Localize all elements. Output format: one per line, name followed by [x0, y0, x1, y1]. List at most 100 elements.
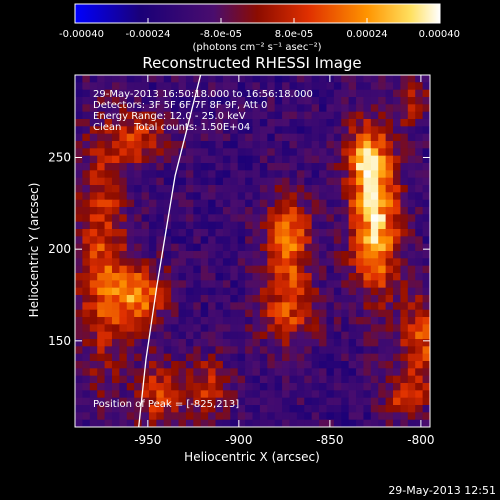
- heatmap-cell: [289, 133, 298, 142]
- heatmap-cell: [289, 280, 298, 289]
- heatmap-cell: [326, 236, 335, 245]
- heatmap-cell: [185, 375, 194, 384]
- heatmap-cell: [282, 221, 291, 230]
- heatmap-cell: [111, 111, 120, 120]
- heatmap-cell: [208, 368, 217, 377]
- heatmap-cell: [111, 141, 120, 149]
- heatmap-cell: [97, 89, 106, 98]
- heatmap-cell: [126, 177, 135, 186]
- heatmap-cell: [407, 317, 416, 325]
- heatmap-cell: [208, 265, 217, 274]
- heatmap-cell: [422, 126, 430, 135]
- heatmap-cell: [356, 199, 365, 208]
- heatmap-cell: [311, 229, 320, 237]
- colorbar-tick-label: 8.0e-05: [275, 29, 313, 40]
- heatmap-cell: [126, 368, 135, 377]
- heatmap-cell: [82, 251, 91, 259]
- heatmap-cell: [126, 111, 135, 120]
- heatmap-cell: [171, 192, 180, 201]
- heatmap-cell: [289, 251, 298, 259]
- heatmap-cell: [326, 383, 335, 391]
- heatmap-cell: [319, 243, 328, 252]
- heatmap-cell: [370, 229, 379, 237]
- heatmap-cell: [348, 412, 357, 421]
- heatmap-cell: [97, 170, 106, 179]
- heatmap-cell: [89, 412, 98, 421]
- heatmap-cell: [245, 353, 254, 362]
- heatmap-cell: [141, 397, 150, 406]
- heatmap-cell: [245, 302, 254, 311]
- heatmap-cell: [208, 383, 217, 391]
- heatmap-cell: [356, 383, 365, 391]
- heatmap-cell: [274, 133, 283, 142]
- heatmap-cell: [289, 258, 298, 267]
- heatmap-cell: [141, 236, 150, 245]
- heatmap-cell: [97, 419, 106, 427]
- heatmap-cell: [119, 265, 128, 274]
- heatmap-cell: [193, 412, 202, 421]
- heatmap-cell: [259, 346, 268, 355]
- heatmap-cell: [356, 287, 365, 296]
- heatmap-cell: [319, 214, 328, 223]
- heatmap-cell: [141, 353, 150, 362]
- heatmap-cell: [222, 390, 231, 399]
- heatmap-cell: [97, 221, 106, 230]
- colorbar-tick-label: 0.00040: [419, 29, 460, 40]
- heatmap-cell: [104, 309, 113, 318]
- heatmap-cell: [237, 412, 246, 421]
- heatmap-cell: [385, 331, 394, 340]
- heatmap-cell: [126, 185, 135, 193]
- heatmap-cell: [134, 243, 143, 252]
- heatmap-cell: [356, 170, 365, 179]
- heatmap-cell: [126, 163, 135, 171]
- heatmap-cell: [156, 368, 165, 377]
- heatmap-cell: [363, 419, 372, 427]
- heatmap-cell: [111, 273, 120, 281]
- heatmap-cell: [111, 309, 120, 318]
- heatmap-cell: [97, 375, 106, 384]
- heatmap-cell: [156, 155, 165, 164]
- heatmap-cell: [193, 111, 202, 120]
- heatmap-cell: [393, 265, 402, 274]
- heatmap-cell: [400, 214, 409, 223]
- heatmap-cell: [104, 331, 113, 340]
- heatmap-cell: [215, 177, 224, 186]
- heatmap-cell: [97, 258, 106, 267]
- heatmap-cell: [237, 339, 246, 347]
- heatmap-cell: [185, 126, 194, 135]
- heatmap-cell: [304, 317, 313, 325]
- heatmap-cell: [267, 375, 276, 384]
- heatmap-cell: [193, 148, 202, 157]
- heatmap-cell: [89, 361, 98, 369]
- heatmap-cell: [341, 331, 350, 340]
- heatmap-cell: [156, 331, 165, 340]
- heatmap-cell: [259, 155, 268, 164]
- heatmap-cell: [356, 89, 365, 98]
- heatmap-cell: [148, 243, 157, 252]
- heatmap-cell: [222, 126, 231, 135]
- heatmap-cell: [208, 280, 217, 289]
- heatmap-cell: [111, 346, 120, 355]
- heatmap-cell: [245, 82, 254, 91]
- heatmap-cell: [89, 133, 98, 142]
- heatmap-cell: [208, 295, 217, 303]
- heatmap-cell: [237, 309, 246, 318]
- heatmap-cell: [274, 185, 283, 193]
- heatmap-cell: [370, 97, 379, 105]
- heatmap-cell: [252, 207, 261, 215]
- heatmap-cell: [97, 405, 106, 413]
- heatmap-cell: [333, 163, 342, 171]
- heatmap-cell: [215, 163, 224, 171]
- heatmap-cell: [215, 243, 224, 252]
- heatmap-cell: [304, 185, 313, 193]
- heatmap-cell: [126, 192, 135, 201]
- heatmap-cell: [156, 324, 165, 333]
- heatmap-cell: [385, 75, 394, 83]
- heatmap-cell: [141, 324, 150, 333]
- heatmap-cell: [215, 89, 224, 98]
- heatmap-cell: [319, 412, 328, 421]
- heatmap-cell: [141, 331, 150, 340]
- heatmap-cell: [282, 177, 291, 186]
- heatmap-cell: [185, 251, 194, 259]
- heatmap-cell: [178, 361, 187, 369]
